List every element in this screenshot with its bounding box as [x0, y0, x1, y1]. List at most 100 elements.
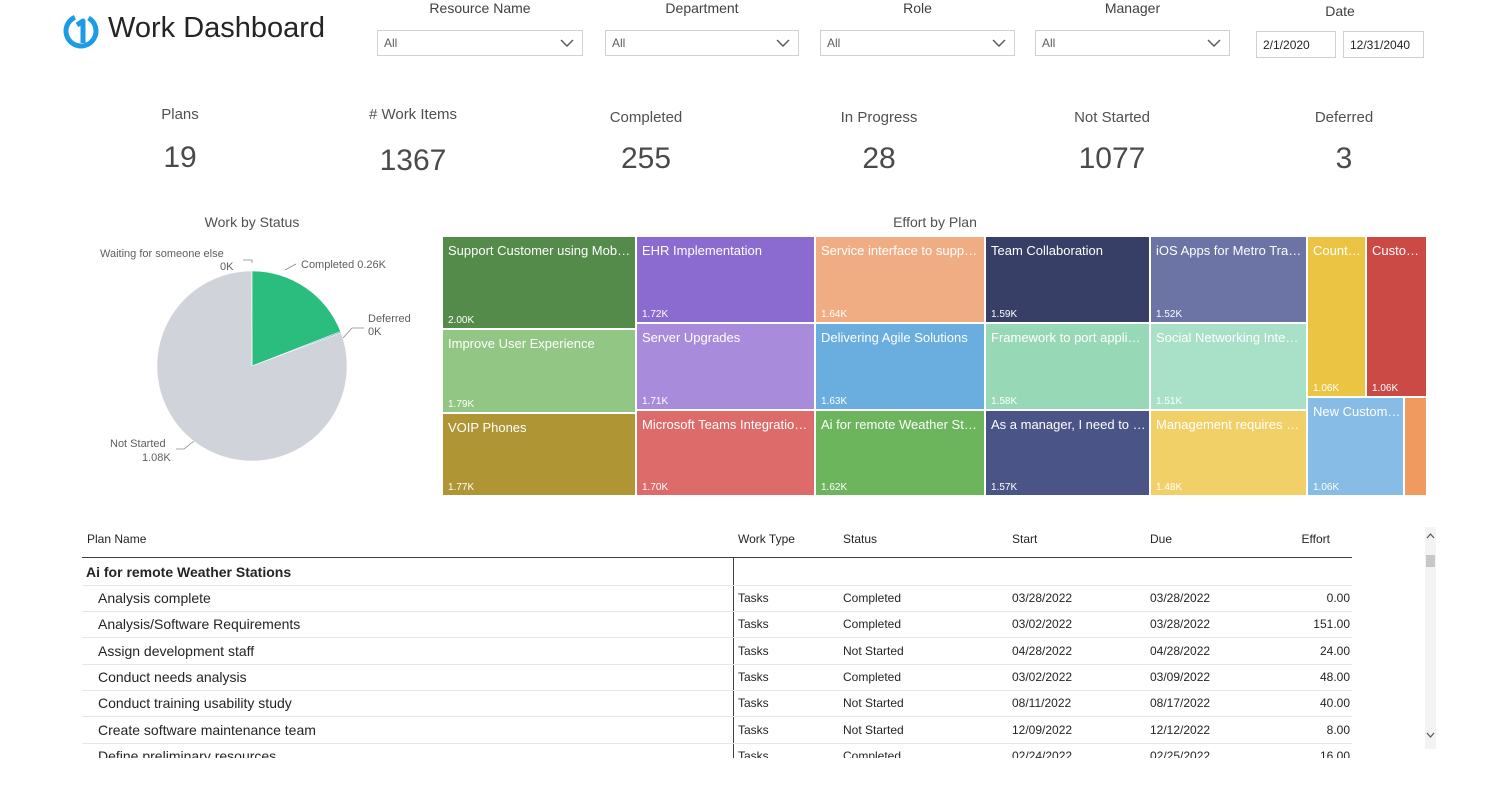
chevron-down-icon: [1199, 30, 1229, 56]
effort-cell: 48.00: [1319, 669, 1350, 684]
kpi-deferred-value: 3: [1335, 142, 1353, 175]
treemap-tile[interactable]: Service interface to supp… 1.64K: [815, 236, 985, 323]
treemap-tile-value: 1.58K: [991, 396, 1018, 407]
effort-cell: 0.00: [1326, 591, 1350, 605]
role-dropdown[interactable]: All: [820, 30, 1015, 56]
treemap-tile[interactable]: Custo… 1.06K: [1366, 236, 1427, 397]
plan-name-cell: Analysis/Software Requirements: [98, 616, 301, 633]
due-date-cell: 12/12/2022: [1150, 722, 1211, 737]
treemap-tile[interactable]: Management requires … 1.48K: [1150, 410, 1307, 496]
treemap-tile[interactable]: Framework to port appli… 1.58K: [985, 323, 1150, 410]
effort-cell: 40.00: [1319, 696, 1350, 711]
treemap-tile-label: iOS Apps for Metro Tra…: [1156, 243, 1302, 258]
start-date-cell: 08/11/2022: [1012, 696, 1072, 711]
treemap-tile[interactable]: Server Upgrades 1.71K: [636, 323, 815, 410]
scrollbar-thumb[interactable]: [1426, 555, 1435, 567]
treemap-tile[interactable]: Improve User Experience 1.79K: [442, 329, 636, 413]
pie-value-not-started: 1.08K: [142, 452, 171, 464]
treemap-tile[interactable]: New Custom… 1.06K: [1307, 397, 1404, 496]
start-date-cell: 02/24/2022: [1012, 748, 1073, 758]
due-date-cell: 04/28/2022: [1150, 643, 1211, 658]
end-date-input[interactable]: 12/31/2040: [1343, 31, 1424, 58]
kpi-in-progress-value: 28: [862, 142, 896, 175]
effort-by-plan-title: Effort by Plan: [893, 214, 977, 230]
column-header-plan-name[interactable]: Plan Name: [87, 532, 147, 546]
effort-cell: 151.00: [1313, 617, 1350, 632]
due-date-cell: 02/25/2022: [1150, 748, 1211, 758]
pie-label-deferred: Deferred: [368, 313, 411, 325]
treemap-tile-label: Custo…: [1372, 243, 1419, 258]
role-label: Role: [903, 0, 932, 16]
pie-label-waiting: Waiting for someone else: [100, 248, 224, 260]
column-header-due[interactable]: Due: [1150, 532, 1173, 546]
resource-name-dropdown[interactable]: All: [377, 30, 583, 56]
treemap-tile[interactable]: Team Collaboration 1.59K: [985, 236, 1150, 323]
treemap-tile-label: Microsoft Teams Integratio…: [642, 417, 808, 432]
app-logo-icon: [63, 13, 99, 49]
treemap-tile-value: 1.48K: [1156, 482, 1183, 493]
status-cell: Completed: [843, 591, 902, 605]
resource-name-value: All: [384, 36, 398, 50]
kpi-plans-label: Plans: [161, 106, 199, 123]
start-date-input[interactable]: 2/1/2020: [1256, 31, 1336, 58]
kpi-completed-value: 255: [620, 142, 672, 175]
kpi-plans-value: 19: [163, 141, 197, 174]
due-date-cell: 08/17/2022: [1150, 696, 1211, 711]
status-cell: Not Started: [843, 722, 904, 737]
treemap-tile[interactable]: EHR Implementation 1.72K: [636, 236, 815, 323]
plan-name-cell: Create software maintenance team: [98, 721, 316, 738]
treemap-tile-value: 1.06K: [1313, 482, 1340, 493]
table-row[interactable]: Analysis complete Tasks Completed 03/28/202…: [82, 585, 1352, 612]
column-divider: [733, 558, 734, 758]
chevron-down-icon[interactable]: [1426, 731, 1435, 739]
treemap-tile-value: 1.71K: [642, 396, 669, 407]
treemap-tile-value: 1.06K: [1313, 383, 1340, 394]
treemap-tile[interactable]: As a manager, I need to … 1.57K: [985, 410, 1150, 496]
treemap-tile[interactable]: Microsoft Teams Integratio… 1.70K: [636, 410, 815, 496]
treemap-tile[interactable]: Social Networking Inte… 1.51K: [1150, 323, 1307, 410]
treemap-tile[interactable]: Count… 1.06K: [1307, 236, 1366, 397]
kpi-completed-label: Completed: [609, 109, 683, 126]
treemap-tile[interactable]: Ai for remote Weather St… 1.62K: [815, 410, 985, 496]
work-by-status-pie: Waiting for someone else 0K Completed 0.…: [100, 248, 411, 464]
start-date-cell: 04/28/2022: [1012, 643, 1073, 658]
treemap-tile[interactable]: VOIP Phones 1.77K: [442, 413, 636, 496]
treemap-tile-label: Support Customer using Mob…: [448, 243, 631, 258]
plan-name-cell: Assign development staff: [98, 642, 255, 659]
table-group-row[interactable]: Ai for remote Weather Stations: [82, 559, 1352, 586]
table-row[interactable]: Create software maintenance team Tasks Not…: [82, 717, 1352, 744]
work-type-cell: Tasks: [738, 722, 769, 737]
treemap-tile-value: 1.63K: [821, 396, 848, 407]
table-row[interactable]: Define preliminary resources Tasks Complet…: [82, 743, 1352, 758]
column-header-status[interactable]: Status: [843, 532, 878, 546]
start-date-cell: 03/02/2022: [1012, 669, 1073, 684]
table-row[interactable]: Conduct needs analysis Tasks Completed 03/0…: [82, 664, 1352, 691]
due-date-cell: 03/28/2022: [1150, 591, 1211, 605]
effort-cell: 16.00: [1319, 748, 1350, 758]
table-scrollbar[interactable]: [1425, 527, 1436, 749]
work-type-cell: Tasks: [738, 643, 769, 658]
treemap-tile-value: 1.59K: [991, 309, 1018, 320]
plan-name-cell: Conduct needs analysis: [98, 668, 247, 685]
treemap-tile-label: VOIP Phones: [448, 420, 527, 435]
chevron-up-icon[interactable]: [1426, 532, 1435, 540]
table-row[interactable]: Assign development staff Tasks Not Started…: [82, 638, 1352, 665]
table-row[interactable]: Conduct training usability study Tasks Not…: [82, 690, 1352, 718]
status-cell: Not Started: [843, 643, 904, 658]
treemap-tile[interactable]: iOS Apps for Metro Tra… 1.52K: [1150, 236, 1307, 323]
kpi-not-started-value: 1077: [1078, 142, 1146, 175]
treemap-tile[interactable]: Support Customer using Mob… 2.00K: [442, 236, 636, 329]
work-type-cell: Tasks: [738, 617, 769, 632]
manager-dropdown[interactable]: All: [1035, 30, 1230, 56]
treemap-tile[interactable]: Delivering Agile Solutions 1.63K: [815, 323, 985, 410]
treemap-tile-value: 1.52K: [1156, 309, 1183, 320]
treemap-tile[interactable]: [1404, 397, 1427, 496]
column-header-effort[interactable]: Effort: [1301, 532, 1330, 546]
treemap-tile-value: 2.00K: [448, 315, 475, 326]
column-header-start[interactable]: Start: [1012, 532, 1038, 546]
kpi-not-started-label: Not Started: [1074, 109, 1150, 126]
department-dropdown[interactable]: All: [605, 30, 799, 56]
column-header-work-type[interactable]: Work Type: [738, 532, 795, 546]
pie-slice-completed[interactable]: [251, 270, 341, 367]
table-row[interactable]: Analysis/Software Requirements Tasks Compl…: [82, 611, 1352, 639]
